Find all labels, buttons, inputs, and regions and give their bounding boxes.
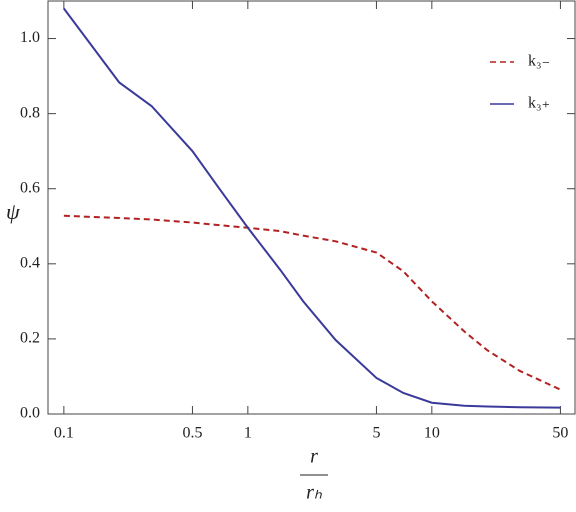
y-tick-label: 0.2 bbox=[20, 330, 40, 347]
y-tick-label: 0.0 bbox=[20, 405, 40, 422]
y-tick-label: 0.4 bbox=[20, 254, 40, 271]
x-tick-label: 1 bbox=[244, 425, 252, 442]
x-tick-label: 50 bbox=[552, 425, 568, 442]
series-line bbox=[63, 214, 561, 391]
legend-label: k₃₋ bbox=[528, 53, 550, 70]
y-tick-label: 0.6 bbox=[20, 179, 40, 196]
plot-frame bbox=[47, 0, 576, 415]
x-tick-label: 10 bbox=[424, 425, 440, 442]
y-axis-label: ψ bbox=[6, 199, 20, 224]
legend-label: k₃₊ bbox=[528, 95, 550, 112]
x-tick-label: 0.5 bbox=[182, 425, 202, 442]
x-axis-label-denominator: rₕ bbox=[306, 482, 323, 504]
x-tick-label: 5 bbox=[372, 425, 380, 442]
series-line bbox=[63, 7, 561, 409]
y-tick-label: 1.0 bbox=[20, 29, 40, 46]
x-tick-label: 0.1 bbox=[54, 425, 74, 442]
y-tick-label: 0.8 bbox=[20, 104, 40, 121]
x-axis-label-numerator: r bbox=[310, 446, 318, 468]
